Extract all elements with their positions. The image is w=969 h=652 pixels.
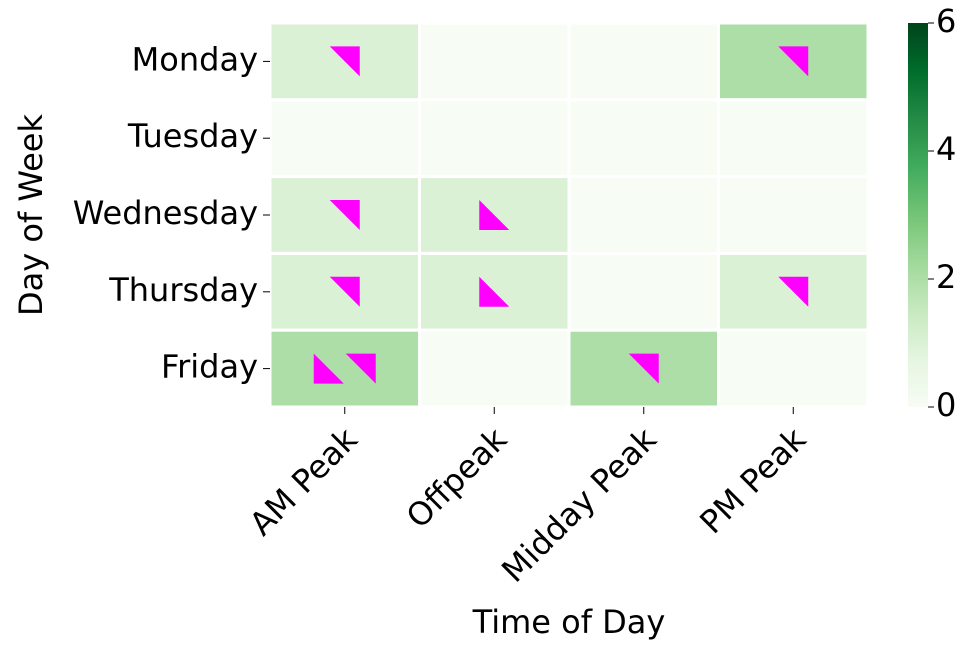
x-tick-label: PM Peak (692, 420, 813, 541)
x-axis-title: Time of Day (472, 603, 666, 641)
colorbar-tick-label: 4 (936, 130, 956, 168)
x-tick-label: Midday Peak (494, 420, 664, 590)
heatmap-cell (418, 98, 571, 179)
heatmap-cell (717, 328, 870, 409)
marker (329, 276, 360, 307)
marker (479, 200, 510, 230)
marker (479, 276, 510, 307)
heatmap-cell (567, 21, 720, 102)
y-tick-label: Wednesday (73, 194, 258, 232)
heatmap-cell (717, 175, 870, 255)
marker (329, 200, 360, 230)
y-axis-title: Day of Week (12, 114, 50, 317)
heatmap-cell (717, 98, 870, 179)
y-tick-label: Tuesday (127, 117, 258, 155)
colorbar-tick-label: 0 (936, 386, 956, 424)
y-tick-label: Monday (132, 40, 258, 78)
heatmap-cell (418, 21, 571, 102)
heatmap-cell (418, 328, 571, 409)
marker (313, 353, 344, 384)
colorbar (908, 23, 928, 407)
marker (778, 276, 809, 307)
marker (778, 46, 809, 77)
colorbar-tick-label: 2 (936, 258, 956, 296)
colorbar-tick-label: 6 (936, 2, 956, 40)
heatmap-cell (268, 98, 421, 179)
heatmap-cell (268, 328, 421, 409)
marker (329, 46, 360, 77)
heatmap-cell (567, 98, 720, 179)
y-tick-label: Friday (161, 348, 258, 386)
x-tick-label: Offpeak (399, 420, 515, 536)
heatmap-cell (567, 175, 720, 255)
heatmap-cell (567, 251, 720, 332)
y-tick-label: Thursday (108, 271, 258, 309)
marker (628, 353, 659, 384)
x-tick-label: AM Peak (242, 420, 365, 543)
heatmap-cell (567, 328, 720, 409)
marker (345, 353, 376, 384)
